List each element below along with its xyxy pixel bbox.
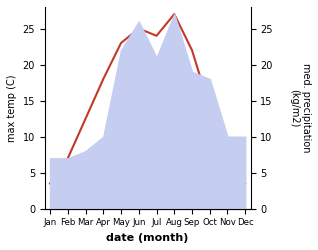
X-axis label: date (month): date (month) [107, 233, 189, 243]
Y-axis label: max temp (C): max temp (C) [7, 74, 17, 142]
Y-axis label: med. precipitation
(kg/m2): med. precipitation (kg/m2) [289, 63, 311, 152]
